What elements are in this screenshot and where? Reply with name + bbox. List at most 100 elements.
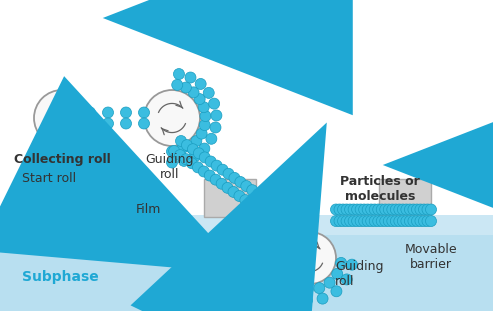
- Circle shape: [332, 268, 343, 279]
- Circle shape: [282, 223, 292, 234]
- Circle shape: [199, 152, 211, 163]
- Circle shape: [401, 204, 412, 215]
- Circle shape: [338, 216, 349, 226]
- Text: Collecting roll: Collecting roll: [14, 153, 110, 166]
- Circle shape: [222, 182, 233, 193]
- Circle shape: [188, 87, 199, 98]
- Circle shape: [229, 172, 240, 183]
- Circle shape: [390, 216, 401, 226]
- Circle shape: [185, 72, 196, 83]
- Circle shape: [273, 253, 284, 264]
- Circle shape: [174, 68, 184, 80]
- Circle shape: [317, 293, 328, 304]
- Circle shape: [194, 94, 205, 104]
- Circle shape: [84, 118, 96, 129]
- Circle shape: [34, 90, 90, 146]
- Circle shape: [387, 204, 398, 215]
- Circle shape: [211, 160, 222, 171]
- Circle shape: [264, 211, 275, 222]
- Circle shape: [387, 216, 398, 226]
- Circle shape: [345, 204, 355, 215]
- Circle shape: [341, 216, 352, 226]
- Circle shape: [275, 242, 286, 253]
- Circle shape: [199, 143, 210, 154]
- Circle shape: [205, 156, 216, 167]
- Circle shape: [345, 216, 355, 226]
- Bar: [0, 215, 493, 311]
- Circle shape: [172, 79, 183, 91]
- Circle shape: [139, 107, 149, 118]
- Circle shape: [293, 231, 304, 243]
- Circle shape: [341, 274, 352, 285]
- Circle shape: [369, 216, 380, 226]
- Circle shape: [246, 185, 258, 196]
- Circle shape: [210, 174, 221, 185]
- Circle shape: [380, 204, 391, 215]
- Circle shape: [336, 258, 347, 268]
- Circle shape: [167, 146, 177, 157]
- Circle shape: [338, 204, 349, 215]
- Circle shape: [206, 133, 217, 144]
- Circle shape: [196, 128, 207, 139]
- Circle shape: [178, 156, 189, 166]
- Circle shape: [84, 107, 96, 118]
- Circle shape: [347, 259, 357, 270]
- Circle shape: [390, 204, 401, 215]
- Circle shape: [262, 253, 273, 264]
- Circle shape: [192, 162, 204, 173]
- Circle shape: [200, 111, 211, 122]
- Circle shape: [294, 217, 305, 228]
- Circle shape: [287, 227, 298, 239]
- Circle shape: [380, 216, 391, 226]
- Circle shape: [376, 216, 387, 226]
- Circle shape: [187, 144, 198, 155]
- Circle shape: [362, 216, 373, 226]
- Bar: [379, 179, 431, 217]
- Circle shape: [241, 181, 252, 192]
- Circle shape: [180, 82, 191, 93]
- Circle shape: [348, 216, 359, 226]
- Circle shape: [120, 107, 132, 118]
- Circle shape: [373, 204, 384, 215]
- Circle shape: [276, 219, 286, 230]
- Circle shape: [265, 197, 276, 208]
- Circle shape: [330, 216, 342, 226]
- Bar: [0, 215, 493, 235]
- Circle shape: [176, 136, 186, 146]
- Circle shape: [352, 204, 363, 215]
- Circle shape: [408, 216, 419, 226]
- Circle shape: [277, 205, 287, 216]
- Circle shape: [286, 291, 297, 302]
- Circle shape: [419, 216, 429, 226]
- Circle shape: [362, 204, 373, 215]
- Circle shape: [265, 238, 276, 249]
- Circle shape: [425, 216, 436, 226]
- Circle shape: [198, 102, 209, 113]
- Circle shape: [169, 146, 179, 156]
- Circle shape: [203, 87, 214, 98]
- Circle shape: [195, 78, 206, 90]
- Circle shape: [259, 193, 270, 204]
- Circle shape: [404, 204, 416, 215]
- Circle shape: [394, 216, 405, 226]
- Circle shape: [288, 213, 299, 224]
- Circle shape: [330, 204, 342, 215]
- Circle shape: [181, 140, 192, 151]
- Circle shape: [366, 204, 377, 215]
- Circle shape: [235, 176, 246, 188]
- Circle shape: [383, 216, 394, 226]
- Circle shape: [290, 225, 301, 235]
- Circle shape: [341, 204, 352, 215]
- Circle shape: [425, 204, 436, 215]
- Circle shape: [246, 199, 257, 210]
- Circle shape: [234, 191, 245, 202]
- Circle shape: [103, 107, 113, 118]
- Bar: [204, 179, 256, 217]
- Circle shape: [204, 170, 215, 181]
- Circle shape: [282, 274, 293, 285]
- Circle shape: [258, 207, 269, 218]
- Circle shape: [274, 282, 284, 293]
- Circle shape: [373, 216, 384, 226]
- Circle shape: [366, 216, 377, 226]
- Circle shape: [412, 204, 423, 215]
